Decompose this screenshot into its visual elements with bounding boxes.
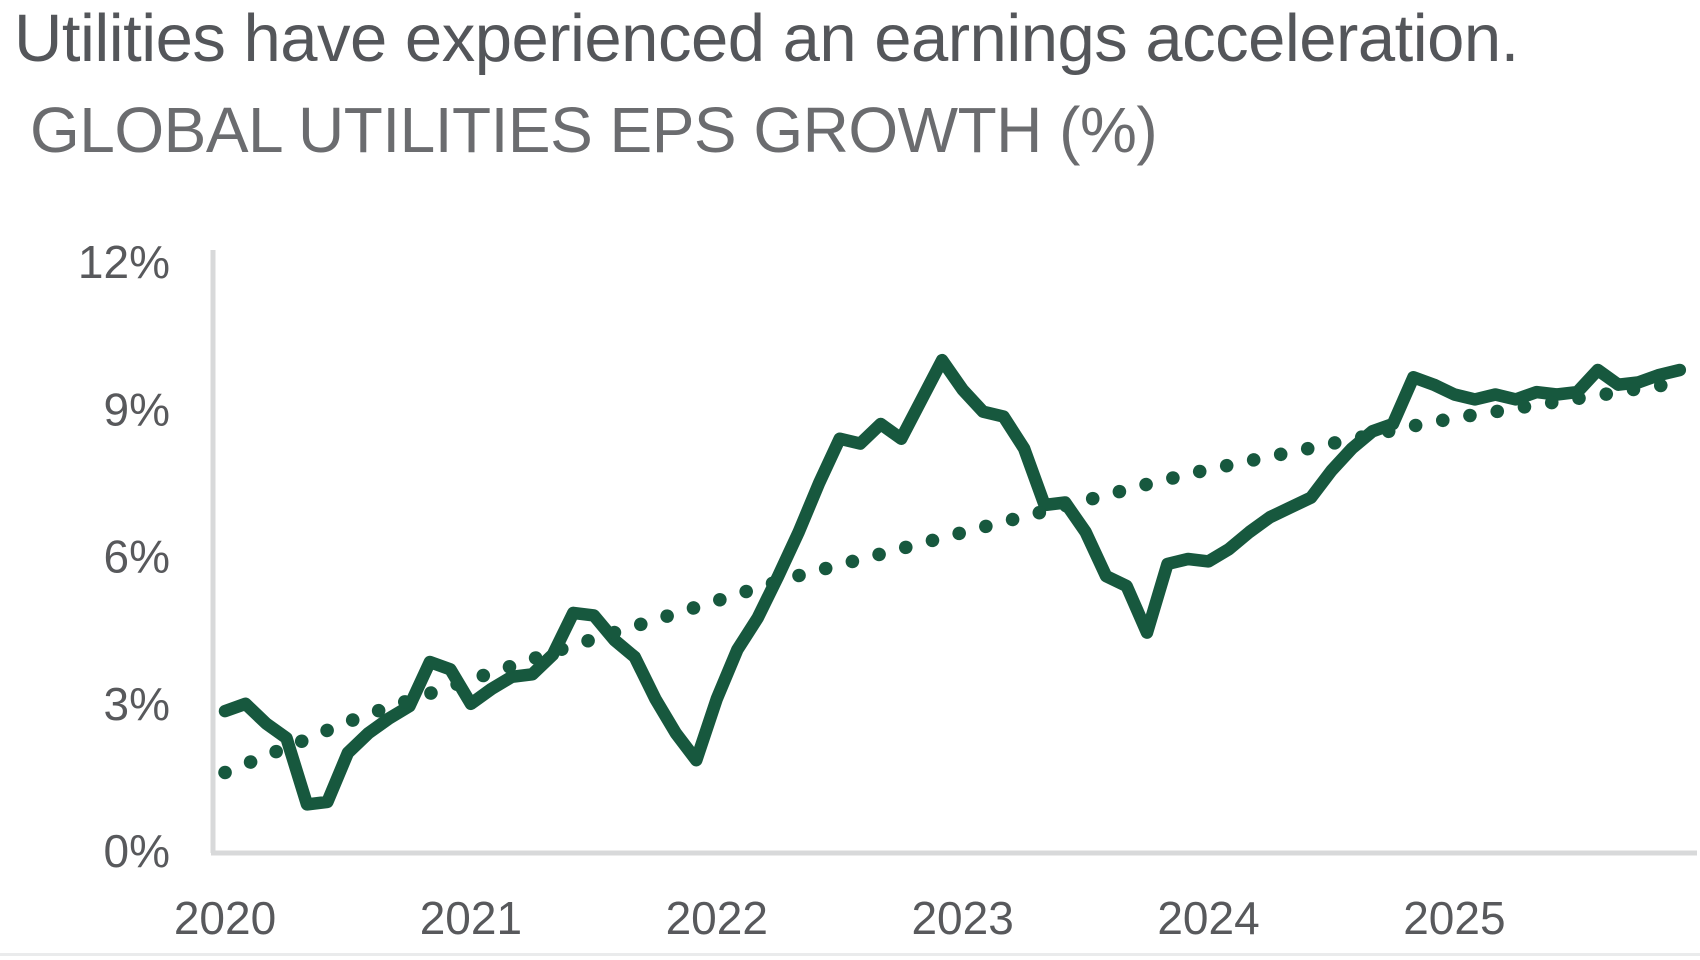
chart-title: GLOBAL UTILITIES EPS GROWTH (%) [30,94,1158,166]
y-tick-label: 12% [78,236,170,288]
x-tick-label: 2023 [911,892,1013,944]
headline: Utilities have experienced an earnings a… [14,1,1519,76]
x-tick-label: 2021 [420,892,522,944]
x-tick-label: 2025 [1403,892,1505,944]
x-tick-label: 2020 [174,892,276,944]
x-tick-label: 2022 [666,892,768,944]
y-tick-label: 6% [104,531,170,583]
page-bottom-rule [0,953,1700,956]
trend-dotted-line [218,375,1687,780]
y-tick-label: 3% [104,678,170,730]
eps-series-line [218,353,1687,811]
y-tick-label: 9% [104,383,170,435]
y-tick-label: 0% [104,825,170,877]
x-tick-label: 2024 [1157,892,1259,944]
